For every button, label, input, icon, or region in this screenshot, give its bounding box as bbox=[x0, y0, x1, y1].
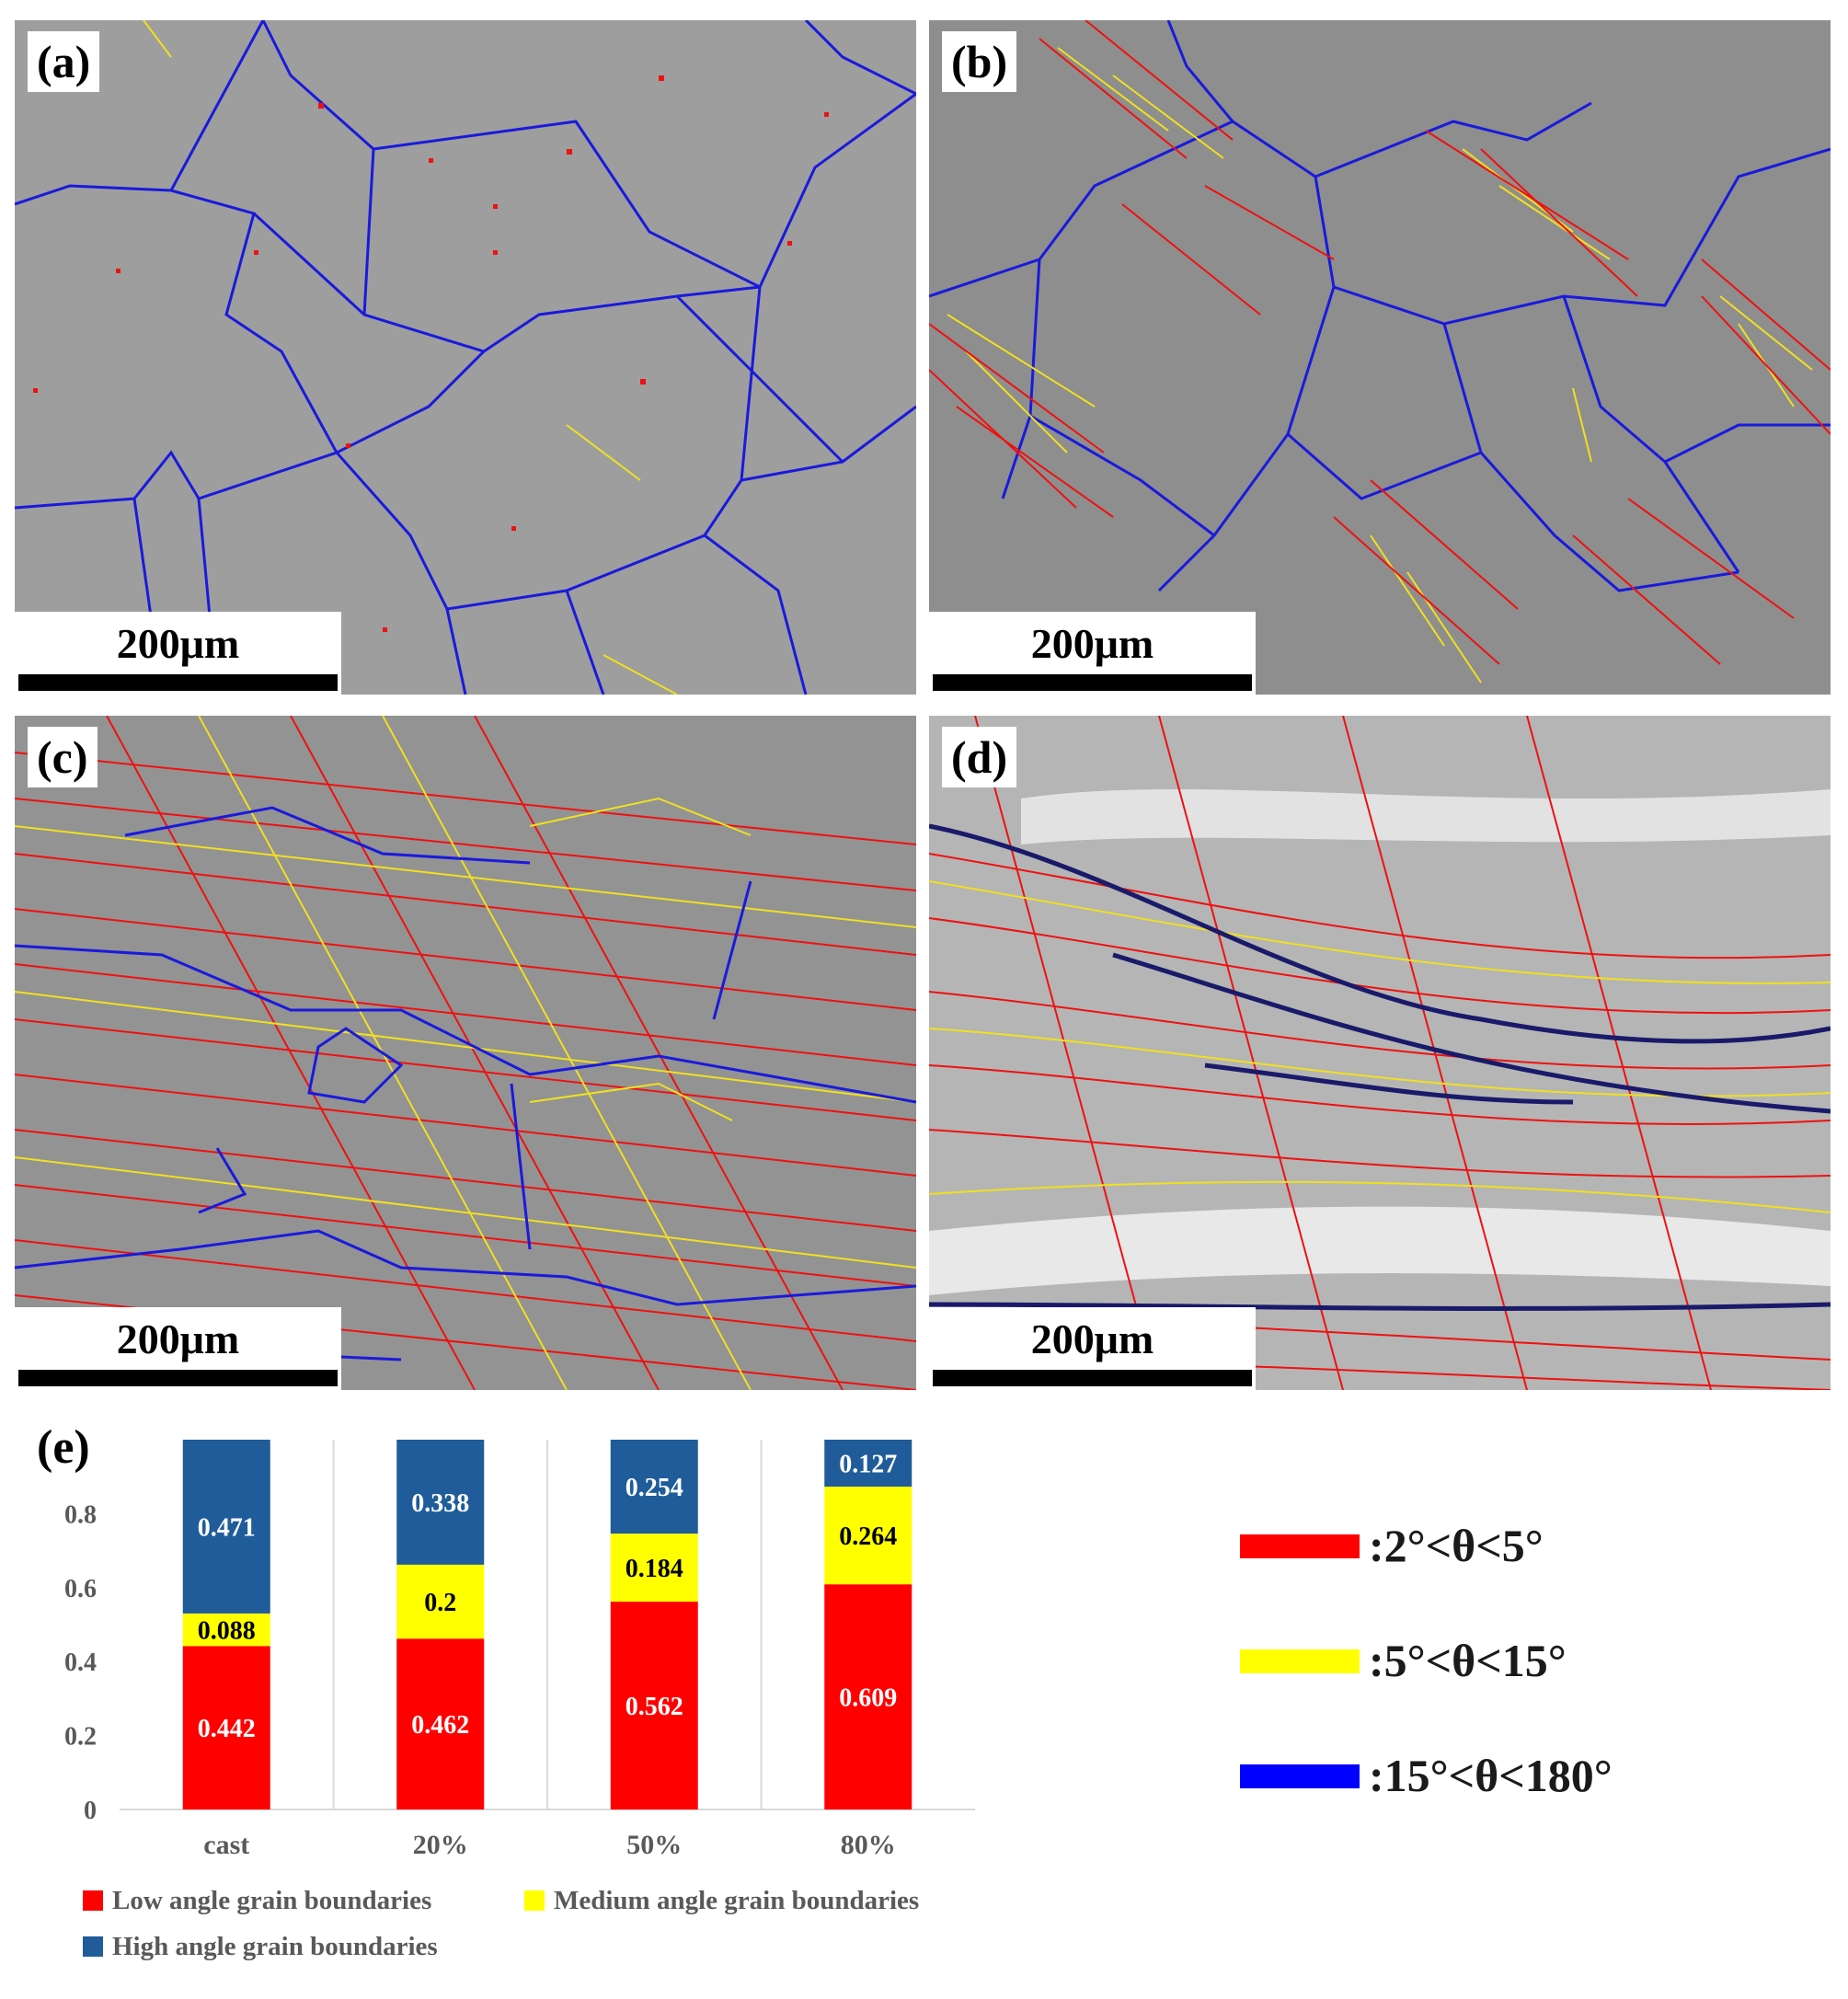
x-tick-label: cast bbox=[203, 1830, 249, 1860]
bar-segment bbox=[824, 1584, 913, 1809]
scale-bar-a: 200μm bbox=[15, 612, 341, 695]
grain-map-b bbox=[929, 20, 1831, 695]
angle-legend-text-medium: :5°<θ<15° bbox=[1369, 1635, 1567, 1686]
micrograph-panel-a: (a) 200μm bbox=[15, 20, 916, 695]
micrograph-panel-b: (b) 200μm bbox=[929, 20, 1831, 695]
panel-label-b: (b) bbox=[942, 31, 1017, 92]
bar-data-label: 0.254 bbox=[626, 1474, 683, 1502]
chart-panel-label: (e) bbox=[37, 1421, 90, 1474]
bar-data-label: 0.184 bbox=[626, 1555, 683, 1583]
scale-bar-line-b bbox=[933, 674, 1252, 691]
scale-bar-d: 200μm bbox=[929, 1307, 1256, 1390]
chart-legend: Low angle grain boundaries Medium angle g… bbox=[83, 1886, 919, 1961]
scale-bar-b: 200μm bbox=[929, 612, 1256, 695]
bar-data-label: 0.471 bbox=[198, 1513, 256, 1542]
x-tick-label: 80% bbox=[841, 1830, 896, 1860]
y-tick-label: 0.2 bbox=[64, 1723, 97, 1752]
scale-bar-text-d: 200μm bbox=[1030, 1315, 1154, 1362]
legend-swatch bbox=[524, 1890, 545, 1911]
bar-data-label: 0.338 bbox=[411, 1489, 469, 1518]
grain-map-c bbox=[15, 716, 916, 1390]
angle-range-legend: :2°<θ<5° :5°<θ<15° :15°<θ<180° bbox=[1233, 1481, 1785, 1831]
scale-bar-line-c bbox=[18, 1370, 338, 1386]
angle-legend-text-low: :2°<θ<5° bbox=[1369, 1520, 1544, 1571]
bar-segment bbox=[182, 1613, 270, 1647]
chart-x-axis: cast 20% 50% 80% bbox=[203, 1830, 895, 1860]
bar-segment bbox=[182, 1646, 270, 1809]
x-tick-label: 20% bbox=[413, 1830, 468, 1860]
y-tick-label: 0.6 bbox=[64, 1575, 97, 1603]
panel-label-c: (c) bbox=[28, 727, 98, 787]
bar-segment bbox=[610, 1440, 698, 1534]
bar-segment bbox=[396, 1440, 485, 1565]
bar-segment bbox=[610, 1534, 698, 1603]
stacked-bar-chart: (e) 00.20.40.60.8 0.4420.0880.4710.4620.… bbox=[37, 1421, 975, 1961]
y-tick-label: 0.4 bbox=[64, 1649, 97, 1677]
bar-data-label: 0.562 bbox=[626, 1693, 683, 1721]
chart-bars: 0.442 0.088 0.471 0.462 0.2 0.338 0.562 0.184 0.… bbox=[182, 1440, 913, 1809]
bar-segment bbox=[610, 1602, 698, 1809]
bar-data-label: 0.2 bbox=[424, 1589, 456, 1617]
angle-legend-text-high: :15°<θ<180° bbox=[1369, 1750, 1613, 1801]
bar-data-label: 0.609 bbox=[839, 1684, 897, 1713]
bar-data-label: 0.127 bbox=[839, 1451, 897, 1479]
legend-swatch bbox=[83, 1890, 103, 1911]
legend-swatch bbox=[83, 1936, 103, 1957]
legend-label: High angle grain boundaries bbox=[112, 1932, 438, 1961]
scale-bar-text-c: 200μm bbox=[116, 1315, 240, 1362]
legend-label: Medium angle grain boundaries bbox=[554, 1886, 919, 1915]
bar-data-label: 0.264 bbox=[839, 1522, 897, 1551]
scale-bar-line-d bbox=[933, 1370, 1252, 1386]
bar-data-label: 0.442 bbox=[198, 1715, 256, 1743]
scale-bar-c: 200μm bbox=[15, 1307, 341, 1390]
y-tick-label: 0.8 bbox=[64, 1500, 97, 1529]
chart-y-axis: 0 0.2 0.4 0.6 0.8 bbox=[64, 1500, 97, 1825]
bar-segment bbox=[824, 1440, 913, 1488]
scale-bar-line-a bbox=[18, 674, 338, 691]
grain-map-a bbox=[15, 20, 916, 695]
legend-label: Low angle grain boundaries bbox=[112, 1886, 431, 1915]
x-tick-label: 50% bbox=[626, 1830, 682, 1860]
panel-label-a: (a) bbox=[28, 31, 100, 92]
legend-swatch-yellow bbox=[1240, 1649, 1360, 1673]
scale-bar-text-a: 200μm bbox=[116, 620, 240, 667]
legend-swatch-blue bbox=[1240, 1764, 1360, 1788]
bar-data-label: 0.462 bbox=[411, 1711, 469, 1740]
grain-map-d bbox=[929, 716, 1831, 1390]
bar-segment bbox=[396, 1564, 485, 1639]
legend-swatch-red bbox=[1240, 1534, 1360, 1558]
bar-data-label: 0.088 bbox=[198, 1617, 256, 1646]
scale-bar-text-b: 200μm bbox=[1030, 620, 1154, 667]
micrograph-panel-c: (c) 200μm bbox=[15, 716, 916, 1390]
panel-label-d: (d) bbox=[942, 727, 1017, 787]
y-tick-label: 0 bbox=[84, 1797, 97, 1825]
micrograph-panel-d: (d) 200μm bbox=[929, 716, 1831, 1390]
bar-segment bbox=[182, 1440, 270, 1614]
bar-segment bbox=[396, 1638, 485, 1809]
bar-segment bbox=[824, 1487, 913, 1585]
